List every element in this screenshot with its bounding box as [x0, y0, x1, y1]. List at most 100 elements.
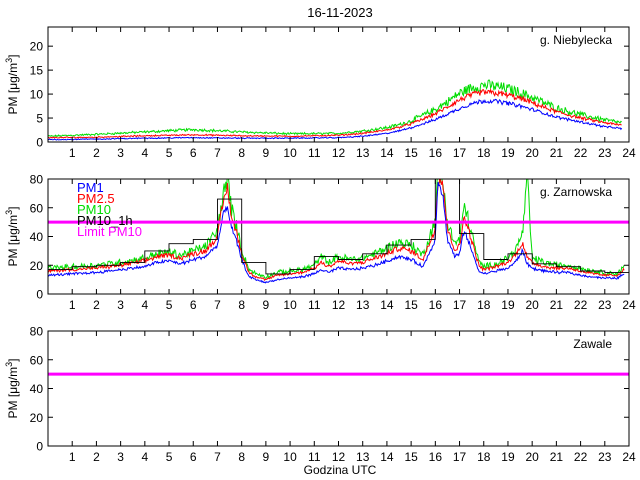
x-tick-label: 15	[404, 298, 418, 312]
x-tick-label: 17	[453, 450, 467, 464]
series-pm25	[48, 88, 622, 139]
station-title: g. Zarnowska	[540, 185, 612, 199]
x-tick-label: 5	[166, 450, 173, 464]
x-tick-label: 9	[263, 450, 270, 464]
x-tick-label: 13	[356, 298, 370, 312]
x-tick-label: 6	[190, 146, 197, 160]
plot-area	[48, 179, 629, 284]
x-tick-label: 18	[477, 450, 491, 464]
x-tick-label: 11	[308, 450, 321, 464]
x-tick-label: 21	[550, 450, 564, 464]
y-tick-label: 40	[30, 382, 44, 396]
y-tick-label: 0	[36, 288, 43, 302]
x-tick-label: 22	[574, 298, 588, 312]
plot-area	[48, 79, 623, 141]
x-tick-label: 8	[238, 298, 245, 312]
x-tick-label: 20	[525, 146, 539, 160]
y-tick-label: 5	[36, 112, 43, 126]
x-tick-label: 8	[238, 450, 245, 464]
x-tick-label: 4	[141, 146, 148, 160]
x-tick-label: 22	[574, 146, 588, 160]
station-title: g. Niebylecka	[540, 33, 612, 47]
x-tick-label: 21	[550, 298, 564, 312]
x-tick-label: 13	[356, 450, 370, 464]
x-tick-label: 24	[622, 450, 636, 464]
x-tick-label: 15	[404, 146, 418, 160]
series-pm25	[48, 179, 625, 282]
x-tick-label: 6	[190, 298, 197, 312]
x-tick-label: 18	[477, 298, 491, 312]
x-tick-label: 15	[404, 450, 418, 464]
x-tick-label: 11	[308, 146, 321, 160]
x-tick-label: 10	[283, 298, 297, 312]
figure-title: 16-11-2023	[307, 5, 373, 20]
x-tick-label: 5	[166, 298, 173, 312]
x-tick-label: 13	[356, 146, 370, 160]
x-tick-label: 1	[69, 450, 76, 464]
x-tick-label: 23	[598, 146, 612, 160]
series-pm1	[48, 98, 623, 141]
x-tick-label: 4	[141, 450, 148, 464]
x-tick-label: 17	[453, 298, 467, 312]
x-tick-label: 7	[214, 450, 221, 464]
x-tick-label: 14	[380, 146, 394, 160]
x-tick-label: 14	[380, 298, 394, 312]
x-tick-label: 8	[238, 146, 245, 160]
x-tick-label: 4	[141, 298, 148, 312]
series-pm1	[48, 181, 625, 284]
y-tick-label: 10	[30, 88, 44, 102]
x-tick-label: 19	[501, 146, 515, 160]
x-tick-label: 2	[93, 146, 100, 160]
y-tick-label: 20	[30, 411, 44, 425]
x-tick-label: 24	[622, 298, 636, 312]
y-tick-label: 20	[30, 40, 44, 54]
x-tick-label: 7	[214, 146, 221, 160]
x-tick-label: 23	[598, 298, 612, 312]
y-tick-label: 20	[30, 259, 44, 273]
legend-item-limit: Limit PM10	[77, 224, 142, 239]
x-tick-label: 1	[69, 146, 76, 160]
x-tick-label: 9	[263, 298, 270, 312]
x-tick-label: 2	[93, 298, 100, 312]
x-tick-label: 19	[501, 298, 515, 312]
x-tick-label: 11	[308, 298, 321, 312]
x-tick-label: 14	[380, 450, 394, 464]
x-tick-label: 1	[69, 298, 76, 312]
x-tick-label: 5	[166, 146, 173, 160]
x-tick-label: 10	[283, 146, 297, 160]
x-tick-label: 12	[332, 146, 346, 160]
x-tick-label: 16	[429, 450, 443, 464]
legend-item-pm25: PM2.5	[77, 191, 115, 206]
x-tick-label: 22	[574, 450, 588, 464]
y-tick-label: 0	[36, 440, 43, 454]
y-axis-label: PM [μg/m3]	[4, 359, 20, 419]
x-tick-label: 20	[525, 450, 539, 464]
x-tick-label: 16	[429, 298, 443, 312]
y-tick-label: 15	[30, 64, 44, 78]
x-tick-label: 3	[117, 298, 124, 312]
x-tick-label: 24	[622, 146, 636, 160]
series-pm10	[48, 79, 622, 138]
y-tick-label: 0	[36, 136, 43, 150]
station-title: Zawale	[573, 337, 612, 351]
x-tick-label: 23	[598, 450, 612, 464]
x-tick-label: 16	[429, 146, 443, 160]
x-tick-label: 3	[117, 450, 124, 464]
legend-item-pm10_1h: PM10_1h	[77, 213, 133, 228]
axes-frame	[47, 330, 630, 447]
x-tick-label: 17	[453, 146, 467, 160]
x-tick-label: 19	[501, 450, 515, 464]
y-axis-label: PM [μg/m3]	[4, 55, 20, 115]
x-tick-label: 10	[283, 450, 297, 464]
y-tick-label: 60	[30, 353, 44, 367]
x-axis-label: Godzina UTC	[304, 463, 377, 477]
series-pm10-1h	[48, 179, 629, 275]
x-tick-label: 3	[117, 146, 124, 160]
x-tick-label: 7	[214, 298, 221, 312]
x-tick-label: 2	[93, 450, 100, 464]
legend-item-pm10: PM10	[77, 202, 111, 217]
x-tick-label: 12	[332, 450, 346, 464]
